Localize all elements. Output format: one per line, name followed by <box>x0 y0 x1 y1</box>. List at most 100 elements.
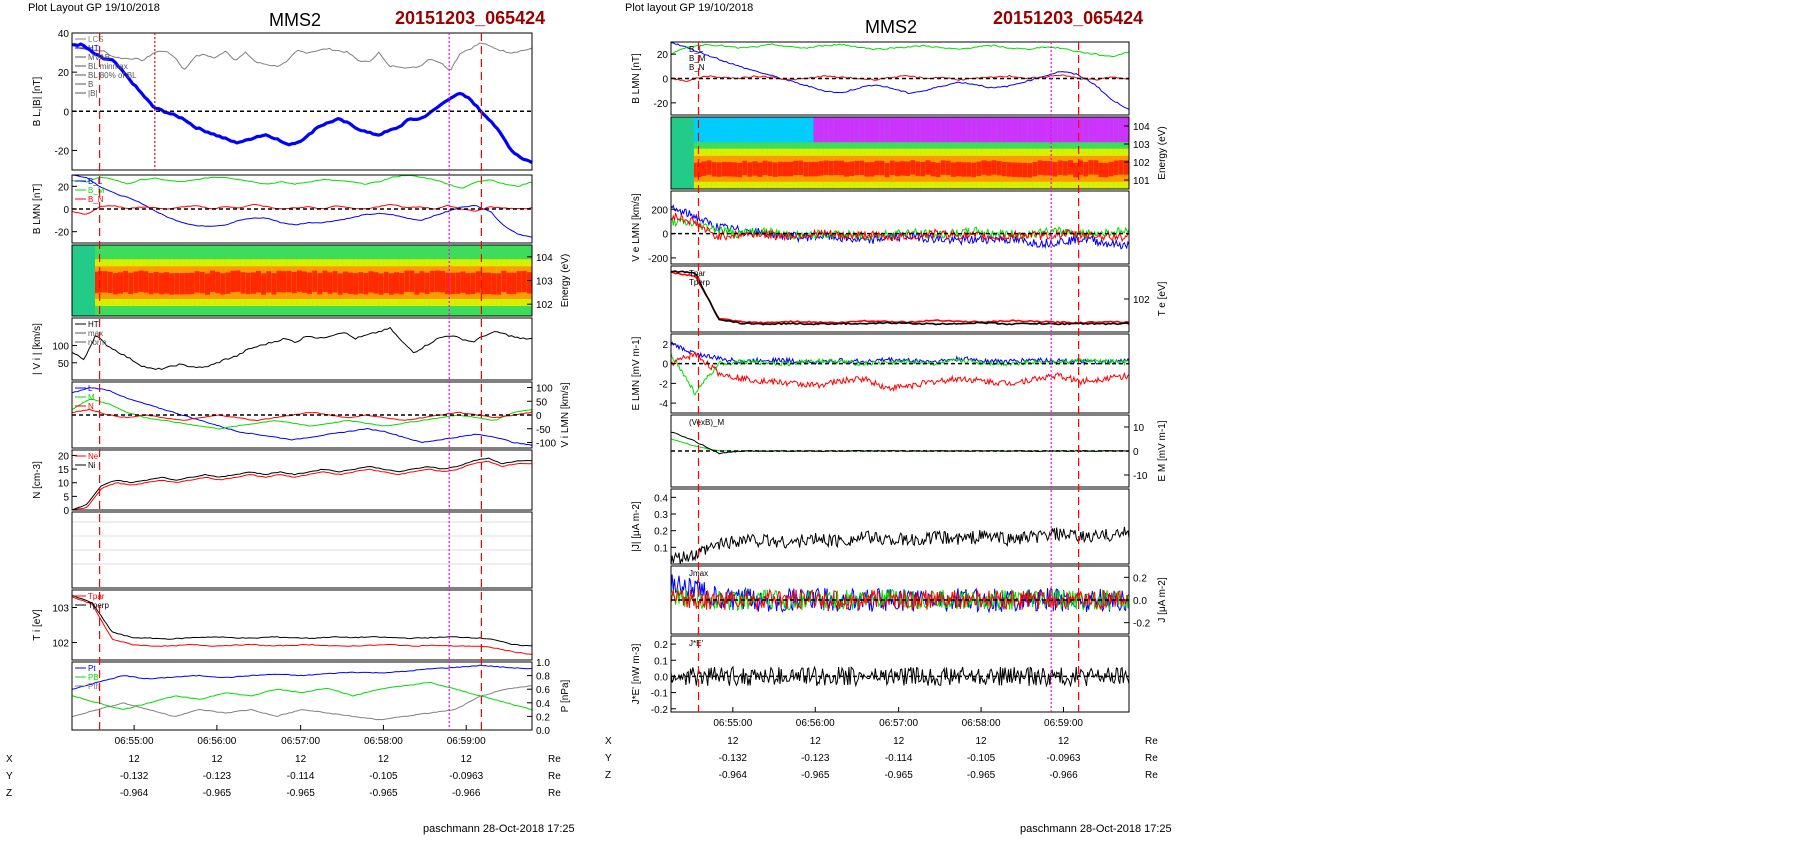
left-panel-bl-legend-label: BL 80% of BL <box>88 71 137 80</box>
right-panel-blmn-tick-label: 0 <box>662 75 668 86</box>
right-panel-em-tick-label: -10 <box>1133 471 1148 482</box>
right-panel-spec_e-tick-label: 101 <box>1133 176 1150 187</box>
right-panel-je-tick-label: 0.0 <box>654 672 668 683</box>
left-panel-bl-series-|b| <box>71 42 533 71</box>
left-panel-vilmn-legend-label: N <box>88 402 94 411</box>
left-panel-bl-ylabel: B L,|B| [nT] <box>32 76 43 126</box>
right-ephem-value: -0.114 <box>885 753 913 764</box>
right-panel-em-ylabel: E M [mV m-1] <box>1157 420 1168 481</box>
left-panel-n-ylabel: N [cm-3] <box>32 461 43 499</box>
left-panel-vilmn-ylabel: V i LMN [km/s] <box>560 382 571 447</box>
right-panel-jlmn-legend-label: Jmax <box>689 569 708 578</box>
right-panel-em-legend-label: (VexB)_M <box>689 418 724 427</box>
right-panel-spec_e-tick-label: 104 <box>1133 122 1150 133</box>
right-panel-e-series-1 <box>670 353 1130 396</box>
left-ephem-label: Y <box>6 771 13 782</box>
right-panel-jlmn-series-2 <box>670 588 1130 612</box>
left-panel-ti-series-tpar <box>71 596 533 655</box>
right-panel-blmn-series-0 <box>670 42 1130 110</box>
right-panel-te-legend-label: Tperp <box>689 278 710 287</box>
left-panel-ti-series-tperp <box>71 595 533 647</box>
right-panel-e-tick-label: 0 <box>662 360 668 371</box>
left-panel-n-legend-label: Ne <box>88 452 99 461</box>
left-panel-blmn-tick-label: -20 <box>55 228 70 239</box>
left-panel-n-frame <box>71 449 533 511</box>
left-panel-blmn-series-bn <box>71 203 533 215</box>
left-panel-vilmn-legend-label: M <box>88 393 95 402</box>
right-panel-j-tick-label: 0.3 <box>654 510 668 521</box>
left-panel-p-series-pt <box>71 664 533 690</box>
left-panel-n-legend-label: Ni <box>88 461 96 470</box>
right-time-label: 06:59:00 <box>1044 718 1083 729</box>
left-panel-spec_i-tick-label: 103 <box>536 277 553 288</box>
right-panel-spec_e-frame <box>670 116 1130 190</box>
left-panel-p-ylabel: P [nPa] <box>560 679 571 712</box>
right-ephem-value: 12 <box>727 736 739 747</box>
left-time-label: 06:55:00 <box>115 736 154 747</box>
left-ephem-value: -0.965 <box>203 788 232 799</box>
right-panel-je-series-0 <box>670 665 1130 688</box>
left-panel-blmn-series-bm <box>71 174 533 189</box>
left-panel-bl-legend-label: BL minmax <box>88 62 128 71</box>
left-ephem-value: 12 <box>461 754 473 765</box>
left-ephem-value: 12 <box>211 754 223 765</box>
left-panel-vi-tick-label: 50 <box>58 359 70 370</box>
right-panel-ve-tick-label: -200 <box>648 254 668 265</box>
right-panel-blmn-legend-label: B_L <box>689 45 704 54</box>
right-panel-te-series-0 <box>670 271 1130 325</box>
left-plot-header: Plot Layout GP 19/10/2018 <box>28 2 160 14</box>
left-panel-p-tick-label: 0.8 <box>536 672 550 683</box>
left-panel-ti-frame <box>71 589 533 661</box>
right-ephem-label: Y <box>605 753 612 764</box>
left-panel-ti-legend-label: Tperp <box>88 601 109 610</box>
left-panel-bl-legend-label: MVAB <box>88 53 110 62</box>
left-ephem-value: -0.105 <box>369 771 398 782</box>
left-panel-bl-legend-label: HT <box>88 44 99 53</box>
left-panel-bl-frame <box>71 32 533 171</box>
right-panel-blmn-tick-label: -20 <box>654 99 669 110</box>
left-panel-vi-legend-label: HT <box>88 320 99 329</box>
right-ephem-value: -0.123 <box>801 753 830 764</box>
left-panel-vilmn-tick-label: -50 <box>536 425 551 436</box>
left-panel-blmn-tick-label: 0 <box>63 205 69 216</box>
left-ephem-value: -0.0963 <box>449 771 483 782</box>
left-panel-bl-tick-label: 0 <box>63 107 69 118</box>
right-ephem-value: -0.964 <box>719 770 748 781</box>
left-ephem-unit: Re <box>548 771 561 782</box>
right-panel-j-tick-label: 0.4 <box>654 493 668 504</box>
left-panel-p-legend-label: PB <box>88 673 99 682</box>
left-ephem-value: -0.123 <box>203 771 232 782</box>
left-time-label: 06:57:00 <box>281 736 320 747</box>
left-ephem-unit: Re <box>548 754 561 765</box>
right-time-label: 06:55:00 <box>713 718 752 729</box>
left-panel-bl-tick-label: 40 <box>58 29 70 40</box>
right-panel-em-series-0 <box>670 438 1130 452</box>
left-panel-n-tick-label: 0 <box>63 506 69 517</box>
left-panel-vilmn-series-vl <box>71 387 533 447</box>
left-ephem-unit: Re <box>548 788 561 799</box>
left-ephem-value: -0.965 <box>369 788 398 799</box>
right-panel-e-frame <box>670 333 1130 414</box>
right-panel-ve-series-2 <box>670 212 1130 243</box>
left-panel-spec_i-spectrogram <box>72 245 533 316</box>
left-panel-vi-legend-label: norm <box>88 338 107 347</box>
right-panel-je-legend-label: J*E' <box>689 639 703 648</box>
left-plot-title: MMS2 <box>269 10 322 30</box>
left-panel-p-legend-label: Pth <box>88 682 100 691</box>
right-panel-blmn-ylabel: B LMN [nT] <box>631 53 642 104</box>
right-panel-je-frame <box>670 635 1130 713</box>
left-ephem-value: 12 <box>295 754 307 765</box>
right-panel-em-tick-label: 0 <box>1133 447 1139 458</box>
left-panel-ti-ylabel: T i [eV] <box>32 609 43 641</box>
right-panel-jlmn-tick-label: 0.0 <box>1133 596 1147 607</box>
right-panel-je-tick-label: 0.2 <box>654 640 668 651</box>
left-panel-n-tick-label: 10 <box>58 479 70 490</box>
right-panel-em-tick-label: 10 <box>1133 423 1145 434</box>
right-ephem-value: 12 <box>1058 736 1070 747</box>
right-panel-j-tick-label: 0.1 <box>654 543 668 554</box>
left-ephem-value: -0.965 <box>286 788 315 799</box>
right-ephem-value: -0.966 <box>1049 770 1078 781</box>
left-ephem-value: -0.114 <box>287 771 315 782</box>
right-ephem-value: 12 <box>893 736 905 747</box>
right-panel-e-tick-label: 2 <box>662 340 668 351</box>
